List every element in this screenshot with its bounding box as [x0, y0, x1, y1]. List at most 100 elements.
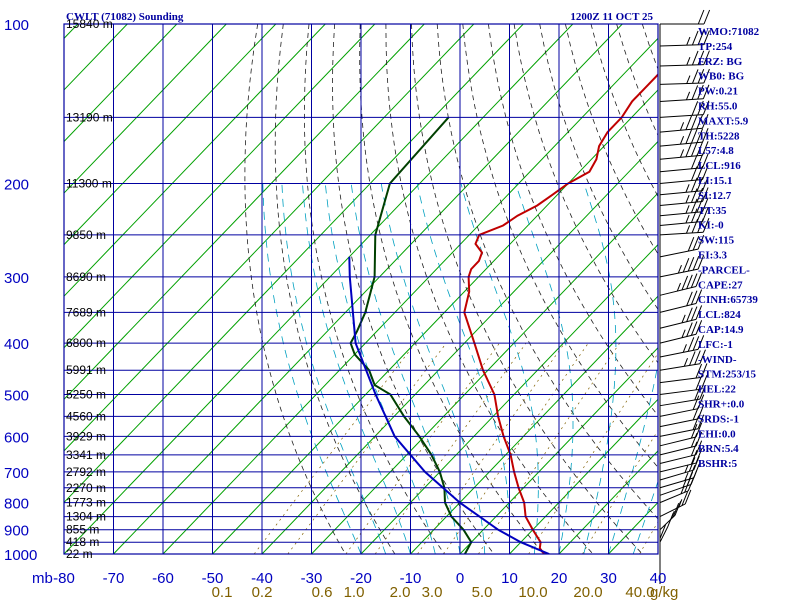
moist-adiabat-line [632, 480, 658, 554]
wind-barb-flag [686, 307, 693, 322]
wind-barb-flag [690, 154, 698, 169]
mixing-ratio-label: 0.1 [212, 584, 233, 600]
isotherm-line [459, 347, 658, 554]
wind-barb-staff [659, 526, 669, 543]
isotherm-line [113, 24, 623, 554]
wind-barb-flag [687, 256, 695, 272]
temperature-tick-label: -20 [350, 570, 372, 587]
index-item: TT:35 [698, 205, 727, 217]
index-item: SI:12.7 [698, 190, 732, 202]
wind-barb-flag [697, 218, 704, 233]
wind-barb-flag [690, 166, 698, 181]
wind-barb-flag [686, 75, 691, 84]
wind-barb-flag [697, 234, 705, 250]
pressure-tick-label: 500 [4, 387, 29, 404]
index-item: STM:253/15 [698, 369, 757, 381]
wind-barb-flag [694, 350, 701, 365]
isotherm-line [64, 24, 524, 504]
height-label: 2270 m [66, 481, 106, 495]
wind-barb-flag [685, 205, 690, 214]
isotherm-line [64, 24, 376, 349]
wind-barb-flag [687, 236, 695, 252]
wind-barb-flag [690, 450, 698, 465]
wind-barb-flag [659, 524, 667, 539]
wind-barb-flag [691, 218, 699, 234]
wind-barb-staff [659, 44, 704, 47]
wind-barb [659, 100, 710, 118]
mixing-ratio-label: 40.0 [625, 584, 654, 600]
temperature-tick-label: -10 [400, 570, 422, 587]
wind-barb [659, 414, 705, 437]
wind-barb-staff [659, 428, 699, 437]
wind-barb-staff [659, 514, 676, 531]
wind-barb [659, 375, 708, 395]
height-label: 8690 m [66, 270, 106, 284]
wind-barb-flag [699, 349, 706, 364]
index-item: FRZ: BG [698, 56, 743, 68]
wind-barb-staff [659, 408, 699, 417]
isotherm-line [410, 295, 658, 554]
wind-barb-flag [689, 351, 696, 366]
wind-barb-flag [684, 472, 689, 481]
moist-adiabat-line [324, 183, 436, 554]
wind-barb-flag [697, 335, 705, 350]
wind-barb-flag [685, 91, 691, 101]
temperature-tick-label: 40 [650, 570, 667, 587]
wind-barb-flag [695, 305, 703, 320]
index-item: SRDS:-1 [698, 413, 739, 425]
wind-barb-flag [690, 273, 698, 288]
index-item: KI:-0 [698, 220, 724, 232]
index-item: LI:15.1 [698, 175, 733, 187]
wind-barb-staff [659, 398, 700, 407]
wind-barb-flag [685, 184, 690, 193]
wind-barb [659, 384, 706, 407]
wind-barb [659, 305, 703, 329]
wind-barb-flag [685, 115, 692, 130]
wind-barb-flag [695, 289, 703, 304]
pressure-tick-label: 900 [4, 523, 29, 540]
wind-barb-flag [682, 344, 687, 353]
wind-barb-flag [703, 9, 711, 25]
wind-barb-staff [659, 318, 697, 329]
wind-barb [659, 30, 710, 47]
wind-barb [659, 512, 674, 543]
height-label: 6800 m [66, 336, 106, 350]
temperature-tick-label: 10 [501, 570, 518, 587]
wind-barb-flag [696, 141, 704, 157]
mixing-ratio-label: 1.0 [344, 584, 365, 600]
wind-barb-staff [659, 477, 694, 489]
pressure-tick-label: 200 [4, 177, 29, 194]
wind-barb-flag [690, 177, 698, 193]
wind-barb-flag [700, 363, 708, 378]
mixing-ratio-label: 0.6 [312, 584, 333, 600]
chart-title: CWLT (71082) Sounding [66, 11, 184, 23]
height-label: 15840 m [66, 17, 113, 31]
wind-barb-flag [686, 36, 691, 46]
wind-barb-flag [692, 405, 700, 421]
wind-barb-flag [692, 255, 700, 271]
wind-barb-staff [659, 376, 702, 384]
wind-barb-flag [686, 291, 693, 307]
wind-barb-staff [659, 303, 697, 313]
wind-barb-flag [685, 194, 690, 204]
wind-barb-flag [702, 84, 710, 99]
wind-barb-flag [680, 485, 685, 495]
wind-barb-flag [702, 100, 710, 115]
isotherm-line [64, 24, 178, 143]
index-item: LCL:824 [698, 309, 741, 321]
index-item: EI:3.3 [698, 250, 728, 262]
wind-barb [659, 422, 703, 447]
wind-barb-flag [696, 177, 704, 192]
wind-barb-flag [702, 187, 709, 202]
wind-barb-flag [696, 198, 704, 213]
temperature-tick-label: -60 [152, 570, 174, 587]
wind-barb [659, 476, 695, 504]
wind-barb-flag [703, 30, 710, 45]
wind-barb [659, 165, 709, 185]
index-item: WB0: BG [698, 71, 745, 83]
wind-barb-flag [702, 141, 709, 156]
wind-barb-flag [696, 165, 704, 181]
wind-barb-flag [690, 290, 698, 305]
